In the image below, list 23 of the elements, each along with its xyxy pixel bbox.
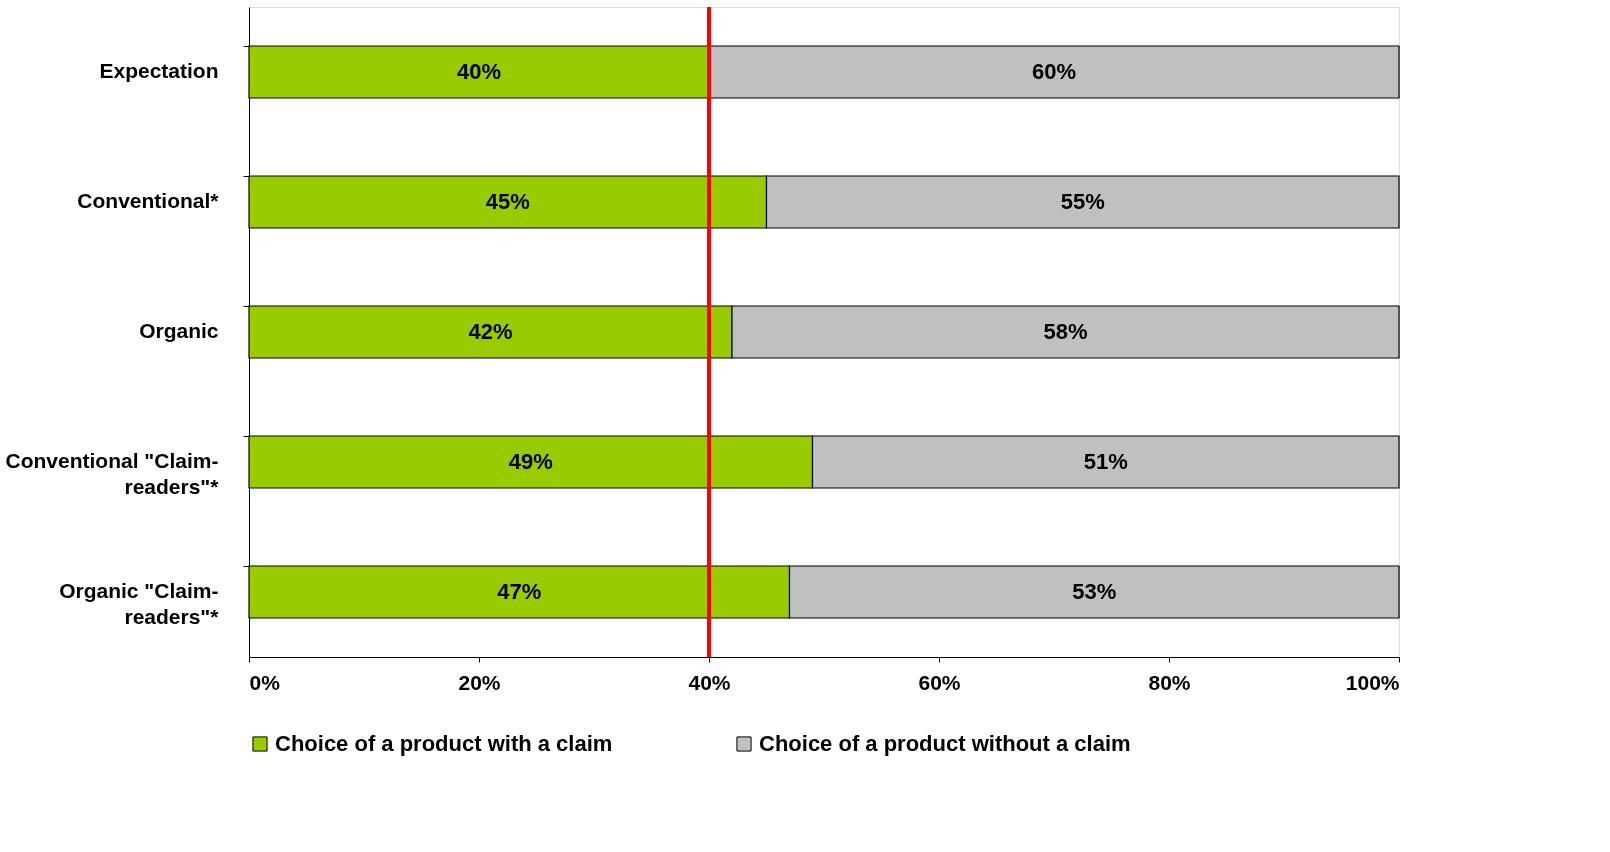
data-label: 55%: [1060, 189, 1105, 214]
legend-label: Choice of a product with a claim: [275, 731, 613, 756]
x-tick-label: 60%: [918, 670, 961, 694]
x-tick-label: 80%: [1148, 670, 1191, 694]
data-label: 51%: [1083, 449, 1128, 474]
x-tick-label: 100%: [1345, 670, 1400, 694]
x-tick-label: 40%: [688, 670, 731, 694]
data-label: 47%: [497, 579, 542, 604]
data-label: 40%: [456, 59, 502, 84]
y-tick-label: Expectation: [99, 59, 219, 82]
y-tick-label: Conventional "Claim-readers"*: [5, 449, 220, 498]
y-tick-label: Organic: [139, 319, 219, 342]
data-label: 45%: [485, 189, 530, 214]
y-tick-label: Conventional*: [77, 189, 220, 212]
x-tick-label: 20%: [458, 670, 501, 694]
data-label: 58%: [1043, 319, 1088, 344]
data-label: 60%: [1031, 59, 1077, 84]
y-tick-label: Organic "Claim-readers"*: [59, 579, 220, 628]
data-label: 53%: [1072, 579, 1117, 604]
legend-label: Choice of a product without a claim: [759, 731, 1131, 756]
x-tick-label: 0%: [249, 670, 281, 694]
data-label: 49%: [508, 449, 553, 474]
data-label: 42%: [468, 319, 513, 344]
